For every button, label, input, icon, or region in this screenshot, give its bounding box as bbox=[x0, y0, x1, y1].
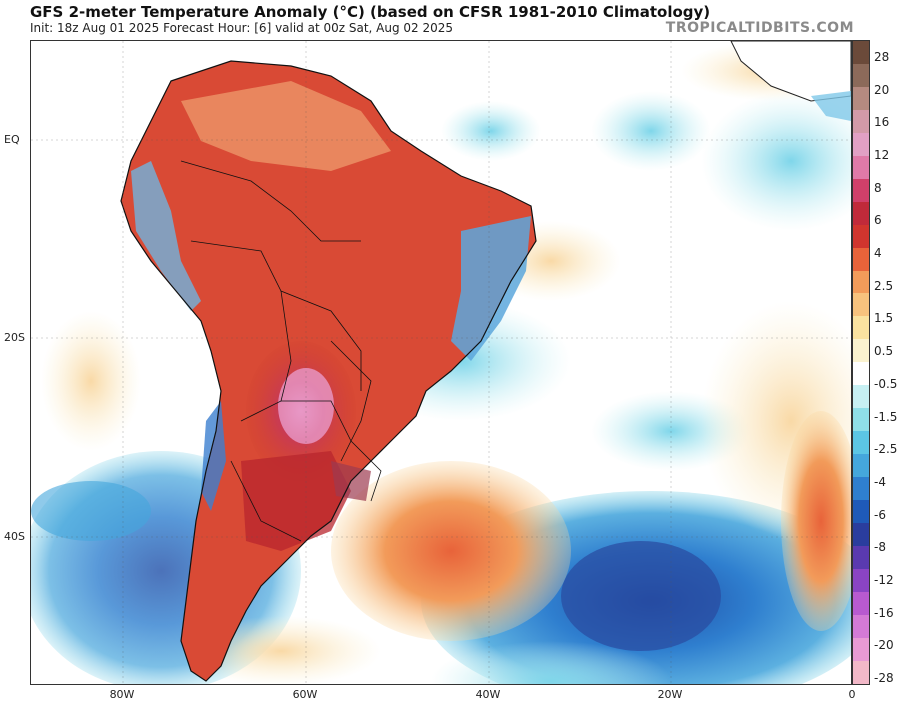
colorbar-tick-label: 2.5 bbox=[874, 278, 894, 293]
colorbar-segment bbox=[853, 201, 869, 225]
colorbar-segment bbox=[853, 454, 869, 478]
colorbar-tick-label: -28 bbox=[874, 671, 894, 685]
colorbar-segment bbox=[853, 109, 869, 133]
lon-label-0: 0 bbox=[848, 688, 856, 701]
colorbar-tick-label: -4 bbox=[874, 474, 886, 489]
colorbar-segment bbox=[853, 500, 869, 524]
colorbar-segment bbox=[853, 431, 869, 455]
colorbar-segment bbox=[853, 132, 869, 156]
south-atlantic-warm-anomaly bbox=[331, 461, 571, 641]
andes-cold-strip bbox=[131, 161, 201, 311]
lon-label-60w: 60W bbox=[292, 688, 318, 701]
colorbar-segment bbox=[853, 637, 869, 661]
colorbar-tick-label: 8 bbox=[874, 180, 882, 195]
colorbar-segment bbox=[853, 293, 869, 317]
colorbar-tick-label: 12 bbox=[874, 148, 890, 163]
colorbar-segment bbox=[853, 339, 869, 363]
colorbar-tick-label: 20 bbox=[874, 82, 890, 97]
colorbar-segment bbox=[853, 63, 869, 87]
forecast-info: Init: 18z Aug 01 2025 Forecast Hour: [6]… bbox=[30, 21, 454, 35]
map-title: GFS 2-meter Temperature Anomaly (°C) (ba… bbox=[30, 3, 711, 21]
colorbar-segment bbox=[853, 614, 869, 638]
east-brazil-cold-patch bbox=[451, 216, 531, 361]
colorbar-tick-label: -20 bbox=[874, 638, 894, 653]
colorbar-segment bbox=[853, 545, 869, 569]
lat-label-eq: EQ bbox=[4, 133, 20, 146]
colorbar-tick-label: 6 bbox=[874, 213, 882, 228]
colorbar-tick-label: -6 bbox=[874, 507, 886, 522]
colorbar-segment bbox=[853, 568, 869, 592]
anomaly-map bbox=[30, 40, 852, 685]
colorbar-segment bbox=[853, 408, 869, 432]
colorbar-tick-label: -8 bbox=[874, 540, 886, 555]
colorbar-tick-label: 4 bbox=[874, 246, 882, 261]
colorbar bbox=[852, 40, 870, 685]
lat-label-40s: 40S bbox=[4, 530, 25, 543]
lon-label-20w: 20W bbox=[657, 688, 683, 701]
colorbar-segment bbox=[853, 270, 869, 294]
colorbar-segment bbox=[853, 316, 869, 340]
graticule bbox=[31, 41, 851, 684]
colorbar-tick-label: 16 bbox=[874, 115, 890, 130]
colorbar-segment bbox=[853, 247, 869, 271]
lon-label-80w: 80W bbox=[109, 688, 135, 701]
colorbar-segment bbox=[853, 224, 869, 248]
colorbar-tick-label: -0.5 bbox=[874, 376, 898, 391]
west-africa-landmass bbox=[730, 41, 851, 102]
colorbar-segment bbox=[853, 41, 869, 64]
colorbar-tick-label: -16 bbox=[874, 605, 894, 620]
source-brand: TROPICALTIDBITS.COM bbox=[665, 20, 854, 36]
colorbar-tick-label: -12 bbox=[874, 572, 894, 587]
colorbar-segment bbox=[853, 660, 869, 684]
colorbar-segment bbox=[853, 155, 869, 179]
colorbar-segment bbox=[853, 591, 869, 615]
colorbar-segment bbox=[853, 362, 869, 386]
colorbar-segment bbox=[853, 385, 869, 409]
colorbar-segment bbox=[853, 523, 869, 546]
colorbar-segment bbox=[853, 86, 869, 110]
colorbar-tick-label: 0.5 bbox=[874, 344, 894, 359]
colorbar-segment bbox=[853, 178, 869, 202]
lat-label-20s: 20S bbox=[4, 331, 25, 344]
colorbar-segment bbox=[853, 477, 869, 501]
colorbar-tick-label: -2.5 bbox=[874, 442, 898, 457]
colorbar-tick-label: 1.5 bbox=[874, 311, 894, 326]
colorbar-tick-label: -1.5 bbox=[874, 409, 898, 424]
colorbar-tick-label: 28 bbox=[874, 50, 890, 64]
lon-label-40w: 40W bbox=[475, 688, 501, 701]
